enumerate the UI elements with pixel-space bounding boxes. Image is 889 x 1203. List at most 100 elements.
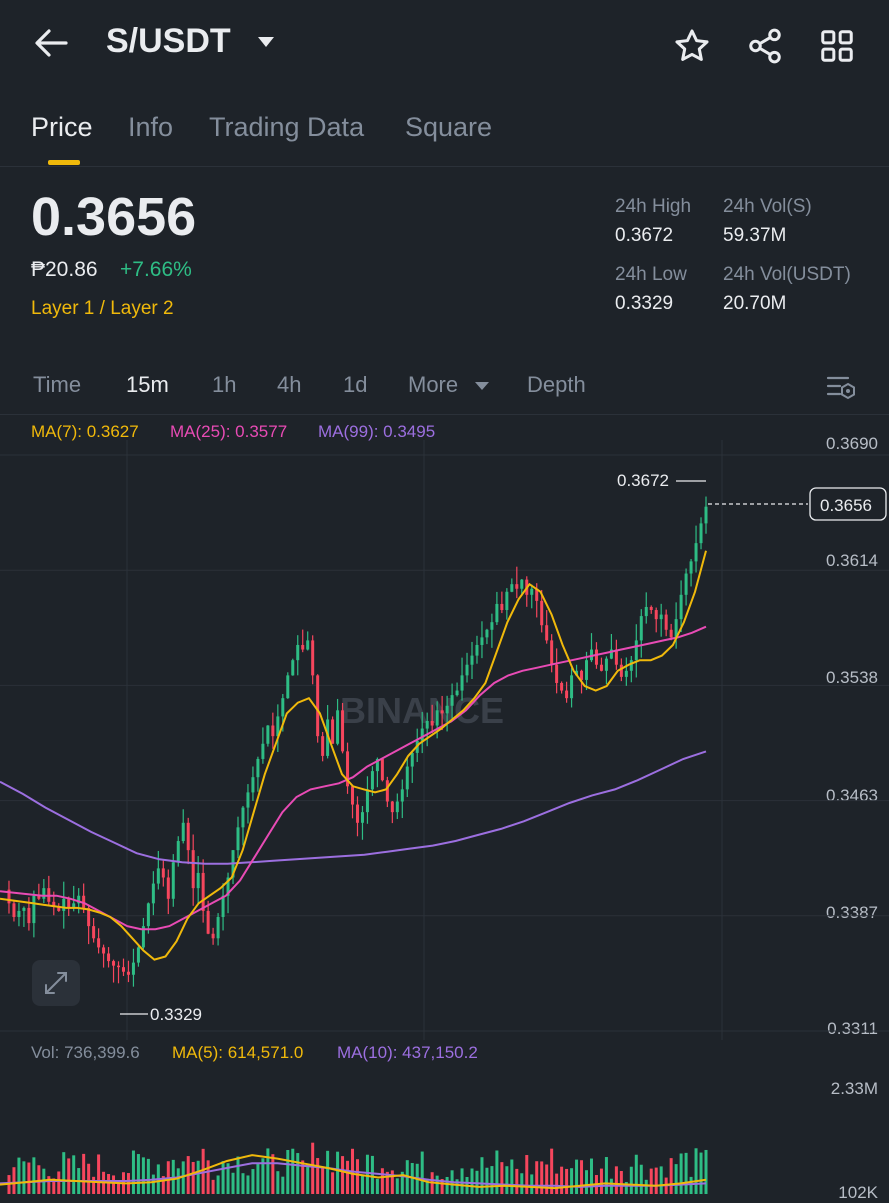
volume-bar [699, 1152, 703, 1194]
star-icon[interactable] [670, 24, 714, 68]
candle [351, 786, 355, 819]
candle [291, 658, 295, 676]
category-tag[interactable]: Layer 1 / Layer 2 [31, 298, 174, 319]
top-bar: S/USDT [0, 0, 889, 90]
candle [191, 834, 195, 906]
candle [276, 704, 280, 753]
tab-info[interactable]: Info [128, 112, 174, 142]
candle [286, 672, 290, 699]
low-label: 24h Low [615, 264, 687, 285]
candle [266, 725, 270, 747]
volume-bar [619, 1170, 623, 1194]
pair-symbol: S/USDT [106, 22, 231, 60]
volume-bar [241, 1173, 245, 1194]
candle [12, 901, 16, 922]
grid-icon[interactable] [815, 24, 859, 68]
volume-bar [301, 1160, 305, 1194]
tab-square[interactable]: Square [405, 112, 493, 142]
candle [251, 766, 255, 801]
candle [186, 817, 190, 865]
candle [166, 869, 170, 915]
candle [256, 756, 260, 792]
caret-down-icon[interactable] [254, 30, 278, 54]
low-value: 0.3329 [615, 293, 674, 314]
candle [614, 639, 618, 670]
price-change-percent: +7.66% [120, 258, 192, 281]
candle [22, 906, 26, 927]
low-marker: 0.3329 [120, 1005, 202, 1024]
active-tab-indicator [48, 160, 80, 165]
last-price-badge-label: 0.3656 [820, 496, 872, 515]
volume-bar [659, 1166, 663, 1194]
pair-title[interactable]: S/USDT [106, 22, 231, 61]
interval-bar: Time 15m 1h 4h 1d More Depth [0, 360, 889, 415]
volume-bar [321, 1166, 325, 1194]
candle [664, 609, 668, 637]
volume-bar [599, 1168, 603, 1194]
volume-bar [604, 1157, 608, 1194]
tab-trading-data[interactable]: Trading Data [209, 112, 365, 142]
interval-15m[interactable]: 15m [126, 372, 169, 397]
high-label: 24h High [615, 196, 692, 217]
volume-bar [251, 1169, 255, 1194]
volume-bar [196, 1160, 200, 1194]
candle [510, 578, 514, 593]
share-icon[interactable] [743, 24, 787, 68]
candle [460, 657, 464, 701]
y-tick-label: 0.3311 [827, 1019, 878, 1038]
volume-bar [261, 1158, 265, 1194]
candle [450, 683, 454, 721]
volume-bar [141, 1157, 145, 1194]
candle [151, 871, 155, 916]
candle [246, 784, 250, 824]
volume-ma10-legend: MA(10): 437,150.2 [337, 1043, 478, 1062]
volume-bar [445, 1176, 449, 1194]
candle [321, 731, 325, 762]
volume-bar [440, 1179, 444, 1194]
volume-bar [326, 1150, 330, 1194]
tab-price[interactable]: Price [31, 112, 93, 142]
back-arrow-icon[interactable] [28, 22, 74, 64]
volume-bar [505, 1166, 509, 1194]
volume-bar [67, 1158, 71, 1194]
volume-bar [231, 1172, 235, 1194]
volume-bar [206, 1160, 210, 1194]
volume-bar [17, 1157, 21, 1194]
candle [604, 656, 608, 685]
candle [126, 960, 130, 983]
interval-4h[interactable]: 4h [277, 372, 302, 397]
candle [365, 776, 369, 824]
volume-chart[interactable] [0, 1070, 889, 1200]
chart-settings-icon[interactable] [822, 370, 860, 404]
volume-legend: Vol: 736,399.6 [31, 1043, 140, 1062]
candle [410, 750, 414, 783]
candle [515, 566, 519, 599]
candle [495, 591, 499, 625]
candle [201, 859, 205, 923]
candle [480, 621, 484, 659]
candle [699, 517, 703, 550]
volume-bar [266, 1148, 270, 1194]
interval-1h[interactable]: 1h [212, 372, 237, 397]
candle [550, 634, 554, 673]
interval-time[interactable]: Time [33, 372, 82, 397]
interval-1d[interactable]: 1d [343, 372, 368, 397]
candle [420, 712, 424, 754]
candle [634, 624, 638, 678]
volume-bar [191, 1161, 195, 1194]
last-price-badge[interactable]: 0.3656 [809, 487, 887, 521]
fullscreen-expand-button[interactable] [32, 960, 80, 1006]
volume-bar [525, 1155, 529, 1194]
interval-more[interactable]: More [408, 372, 490, 398]
volume-bar [510, 1159, 514, 1194]
candle [639, 609, 643, 658]
candle [520, 578, 524, 596]
price-chart[interactable]: BINANCE 0.3672 0.3329 0.3656 [0, 440, 889, 1040]
candle [107, 947, 111, 968]
main-tabs: Price Info Trading Data Square [0, 100, 889, 167]
interval-depth[interactable]: Depth [527, 372, 586, 397]
volume-bar [311, 1142, 315, 1194]
volume-bar [12, 1167, 16, 1194]
candle [530, 584, 534, 609]
volume-bar [530, 1174, 534, 1194]
